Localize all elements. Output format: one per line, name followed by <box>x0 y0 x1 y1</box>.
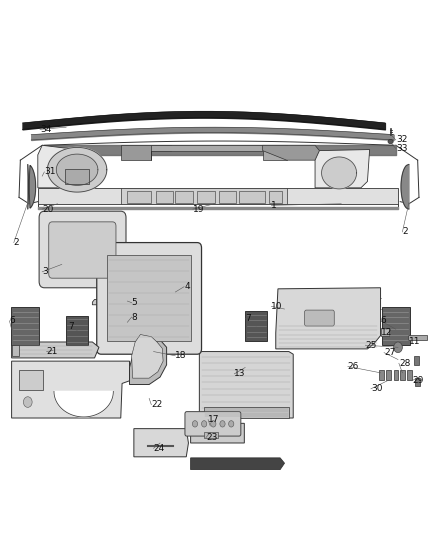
Text: 5: 5 <box>132 298 138 307</box>
Bar <box>197 191 215 203</box>
Text: 31: 31 <box>44 167 56 176</box>
Polygon shape <box>12 361 130 418</box>
Polygon shape <box>151 146 287 160</box>
Polygon shape <box>381 308 410 345</box>
Polygon shape <box>184 282 197 301</box>
Polygon shape <box>12 342 99 358</box>
Text: 6: 6 <box>10 316 15 325</box>
Text: 25: 25 <box>365 341 377 350</box>
Polygon shape <box>321 157 357 189</box>
Bar <box>400 369 405 380</box>
Polygon shape <box>132 335 163 378</box>
Circle shape <box>23 397 32 407</box>
Text: 34: 34 <box>40 125 51 134</box>
Text: 13: 13 <box>234 369 246 378</box>
Circle shape <box>192 421 198 427</box>
Bar <box>386 369 391 380</box>
Circle shape <box>229 421 234 427</box>
FancyBboxPatch shape <box>185 411 241 436</box>
Bar <box>394 369 398 380</box>
FancyBboxPatch shape <box>304 310 334 326</box>
Polygon shape <box>57 154 98 185</box>
Bar <box>155 191 173 203</box>
Bar <box>381 328 389 336</box>
Text: 28: 28 <box>399 359 410 368</box>
Text: 10: 10 <box>272 302 283 311</box>
Text: 18: 18 <box>175 351 187 360</box>
Text: 4: 4 <box>184 282 190 291</box>
Bar <box>408 335 427 340</box>
Bar <box>204 432 218 438</box>
Text: 23: 23 <box>206 433 217 442</box>
Bar <box>414 357 419 365</box>
Text: 7: 7 <box>245 314 251 323</box>
Polygon shape <box>401 165 409 209</box>
Bar <box>65 169 89 184</box>
Polygon shape <box>134 429 188 457</box>
Polygon shape <box>199 352 293 418</box>
Bar <box>269 191 283 203</box>
Bar <box>219 191 237 203</box>
Text: 3: 3 <box>42 268 48 276</box>
Text: 8: 8 <box>132 312 138 321</box>
Bar <box>379 369 384 380</box>
Polygon shape <box>66 316 88 345</box>
Bar <box>12 345 19 356</box>
Text: 7: 7 <box>68 321 74 330</box>
Bar <box>175 191 193 203</box>
Text: 11: 11 <box>409 337 420 346</box>
Polygon shape <box>38 146 77 188</box>
FancyBboxPatch shape <box>97 243 201 354</box>
Polygon shape <box>263 146 319 160</box>
Circle shape <box>171 286 177 294</box>
Polygon shape <box>38 188 398 204</box>
Bar <box>127 191 151 203</box>
Text: 2: 2 <box>14 238 19 247</box>
Circle shape <box>211 421 216 427</box>
Text: 32: 32 <box>396 135 407 144</box>
Text: 29: 29 <box>412 376 424 385</box>
Polygon shape <box>130 330 166 384</box>
Text: 24: 24 <box>153 444 165 453</box>
Polygon shape <box>191 458 285 470</box>
Bar <box>19 369 43 390</box>
Text: 1: 1 <box>272 201 277 210</box>
Bar <box>407 369 412 380</box>
Polygon shape <box>92 300 130 305</box>
Bar <box>415 377 420 386</box>
FancyBboxPatch shape <box>49 222 116 278</box>
Text: 22: 22 <box>151 400 162 409</box>
Text: 26: 26 <box>348 362 359 371</box>
Polygon shape <box>121 146 171 160</box>
Polygon shape <box>171 284 182 298</box>
Text: 20: 20 <box>42 205 53 214</box>
FancyBboxPatch shape <box>39 211 126 288</box>
Circle shape <box>201 421 207 427</box>
Bar <box>107 255 191 341</box>
Text: 19: 19 <box>193 205 204 214</box>
Polygon shape <box>315 150 370 188</box>
Polygon shape <box>191 423 244 443</box>
Polygon shape <box>245 311 267 341</box>
Text: 12: 12 <box>381 328 392 337</box>
Bar <box>239 191 265 203</box>
Text: 17: 17 <box>208 415 219 424</box>
Polygon shape <box>11 308 39 345</box>
Polygon shape <box>28 165 35 209</box>
Text: 30: 30 <box>371 384 382 393</box>
Text: 2: 2 <box>403 228 408 237</box>
Circle shape <box>220 421 225 427</box>
Polygon shape <box>54 391 113 417</box>
Ellipse shape <box>388 140 393 144</box>
Polygon shape <box>276 288 381 349</box>
Text: 33: 33 <box>396 144 407 153</box>
Text: 21: 21 <box>46 347 58 356</box>
Circle shape <box>394 342 403 353</box>
Polygon shape <box>47 148 107 192</box>
Polygon shape <box>121 188 287 204</box>
Text: 6: 6 <box>381 316 386 325</box>
Polygon shape <box>204 407 289 418</box>
Polygon shape <box>134 301 162 313</box>
Text: 27: 27 <box>384 348 396 357</box>
